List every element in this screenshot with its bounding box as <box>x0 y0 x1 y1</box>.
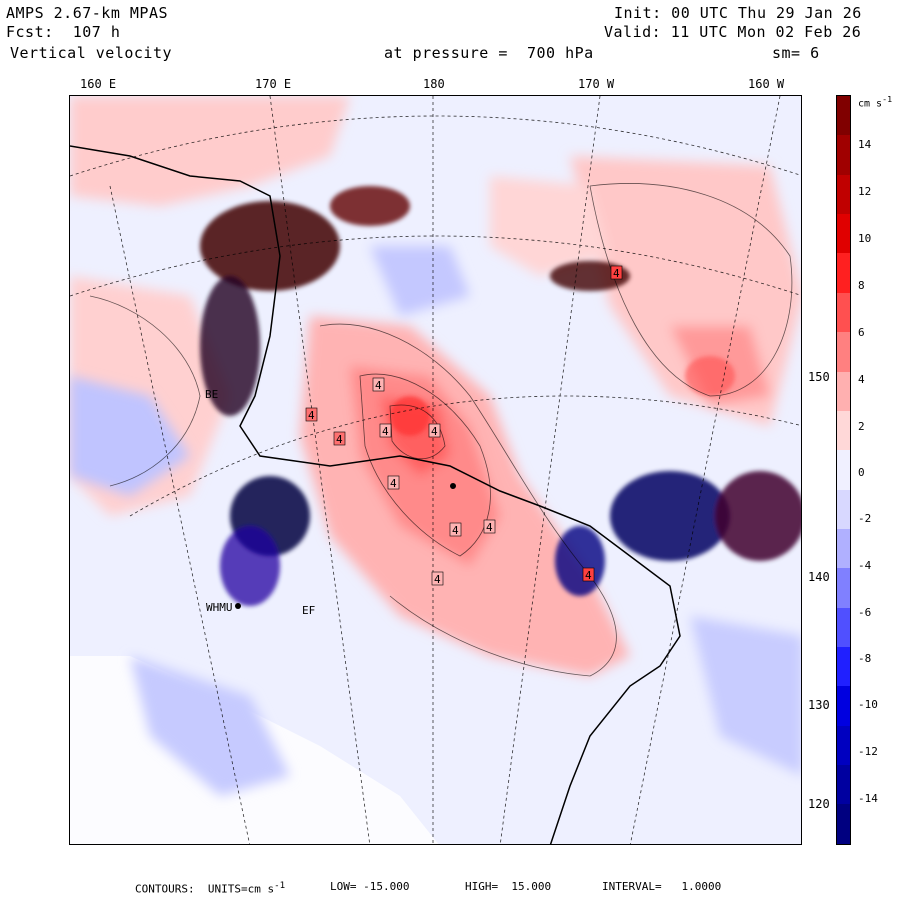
colorbar-segment <box>837 647 850 687</box>
colorbar-segment <box>837 410 850 451</box>
colorbar-segment <box>837 804 850 844</box>
footer-contours: CONTOURS: UNITS=cm s-1 <box>135 880 286 896</box>
svg-text:4: 4 <box>434 573 441 586</box>
vertical-velocity-map: BE WHMU EF 4 4 4 4 4 4 4 4 4 4 4 <box>70 96 801 844</box>
pressure-level: at pressure = 700 hPa <box>384 44 594 62</box>
max-label-box: 4 <box>372 377 385 392</box>
colorbar-segment <box>837 292 850 333</box>
colorbar-tick: 6 <box>858 326 865 339</box>
max-label-box: 4 <box>610 265 623 280</box>
colorbar-segment <box>837 528 850 569</box>
colorbar-tick: -4 <box>858 559 872 572</box>
field-name: Vertical velocity <box>10 44 173 62</box>
colorbar-tick: -10 <box>858 698 878 711</box>
colorbar-tick: 14 <box>858 138 872 151</box>
station-marker <box>235 603 241 609</box>
init-time: Init: 00 UTC Thu 29 Jan 26 <box>614 4 862 22</box>
map-plot: BE WHMU EF 4 4 4 4 4 4 4 4 4 4 4 <box>69 95 802 845</box>
svg-text:4: 4 <box>585 569 592 582</box>
station-marker <box>450 483 456 489</box>
lon-label-160w: 160 W <box>748 77 785 91</box>
colorbar-tick: 12 <box>858 185 872 198</box>
max-labels: 4 4 4 4 4 4 4 4 4 4 4 <box>305 265 623 586</box>
lon-label-170w: 170 W <box>578 77 615 91</box>
smoothing: sm= 6 <box>772 44 820 62</box>
max-label-box: 4 <box>431 571 444 586</box>
max-label-box: 4 <box>379 423 392 438</box>
colorbar-tick: 10 <box>858 232 872 245</box>
colorbar-tick: -14 <box>858 792 878 805</box>
max-label-box: 4 <box>305 407 318 422</box>
convective-cores <box>200 186 801 606</box>
svg-text:4: 4 <box>375 379 382 392</box>
footer-interval: INTERVAL= 1.0000 <box>602 880 722 893</box>
colorbar-segment <box>837 489 850 529</box>
footer-high: HIGH= 15.000 <box>465 880 552 893</box>
coastline <box>70 145 681 844</box>
colorbar-tick: 2 <box>858 420 865 433</box>
graticule <box>70 96 801 844</box>
max-label-box: 4 <box>582 567 595 582</box>
max-label-box: 4 <box>428 423 441 438</box>
svg-text:4: 4 <box>486 521 493 534</box>
colorbar-tick: -8 <box>858 652 872 665</box>
svg-text:4: 4 <box>308 409 315 422</box>
colorbar-units: cm s-1 <box>858 94 893 110</box>
colorbar-segment <box>837 253 850 293</box>
colorbar-segment <box>837 450 850 490</box>
colorbar-segment <box>837 607 850 648</box>
colorbar-segment <box>837 332 850 372</box>
footer-low: LOW= -15.000 <box>330 880 410 893</box>
station-label-be: BE <box>205 388 218 401</box>
svg-text:4: 4 <box>613 267 620 280</box>
colorbar-tick: -2 <box>858 512 872 525</box>
colorbar-segment <box>837 96 850 136</box>
colorbar-segment <box>837 568 850 608</box>
station-label-ef: EF <box>302 604 315 617</box>
colorbar-segment <box>837 725 850 766</box>
svg-text:4: 4 <box>452 524 459 537</box>
svg-text:4: 4 <box>431 425 438 438</box>
colorbar-segment <box>837 371 850 411</box>
max-label-box: 4 <box>449 522 462 537</box>
descent-regions <box>70 246 801 796</box>
colorbar-segment <box>837 135 850 175</box>
station-label-whmu: WHMU <box>206 601 233 614</box>
colorbar-tick: -6 <box>858 606 872 619</box>
max-label-box: 4 <box>483 519 496 534</box>
colorbar-tick: 8 <box>858 279 865 292</box>
lon-label-180: 180 <box>423 77 445 91</box>
colorbar <box>836 95 851 845</box>
colorbar-segment <box>837 174 850 215</box>
station-markers <box>235 483 456 609</box>
svg-text:4: 4 <box>382 425 389 438</box>
model-name: AMPS 2.67-km MPAS <box>6 4 169 22</box>
colorbar-tick: -12 <box>858 745 878 758</box>
colorbar-tick: 4 <box>858 373 865 386</box>
max-label-box: 4 <box>387 475 400 490</box>
colorbar-segment <box>837 765 850 805</box>
max-label-box: 4 <box>333 431 346 446</box>
colorbar-segment <box>837 686 850 726</box>
colorbar-segment <box>837 214 850 254</box>
lon-label-170e: 170 E <box>255 77 292 91</box>
valid-time: Valid: 11 UTC Mon 02 Feb 26 <box>604 23 862 41</box>
svg-text:4: 4 <box>336 433 343 446</box>
lon-label-160e: 160 E <box>80 77 117 91</box>
svg-text:4: 4 <box>390 477 397 490</box>
colorbar-tick: 0 <box>858 466 865 479</box>
forecast-hour: Fcst: 107 h <box>6 23 121 41</box>
